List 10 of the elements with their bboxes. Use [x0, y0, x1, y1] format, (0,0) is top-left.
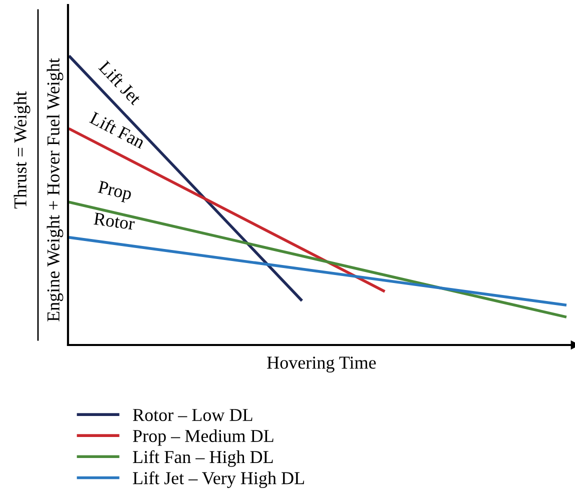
annotation: Rotor: [94, 212, 136, 230]
legend-label: Rotor – Low DL: [132, 409, 252, 422]
legend-label: Lift Jet – Very High DL: [132, 471, 304, 488]
y-axis-title: Thrust = Weight Engine Weight + Hover Fuel Weight: [14, 58, 64, 322]
legend-label: Prop – Medium DL: [132, 429, 274, 446]
x-axis-title: Hovering Time: [267, 356, 376, 372]
legend-label: Lift Fan – High DL: [132, 450, 273, 467]
annotation: Lift Fan: [88, 110, 146, 149]
annotation: Lift Jet: [98, 60, 143, 106]
annotation: Prop: [96, 180, 132, 204]
